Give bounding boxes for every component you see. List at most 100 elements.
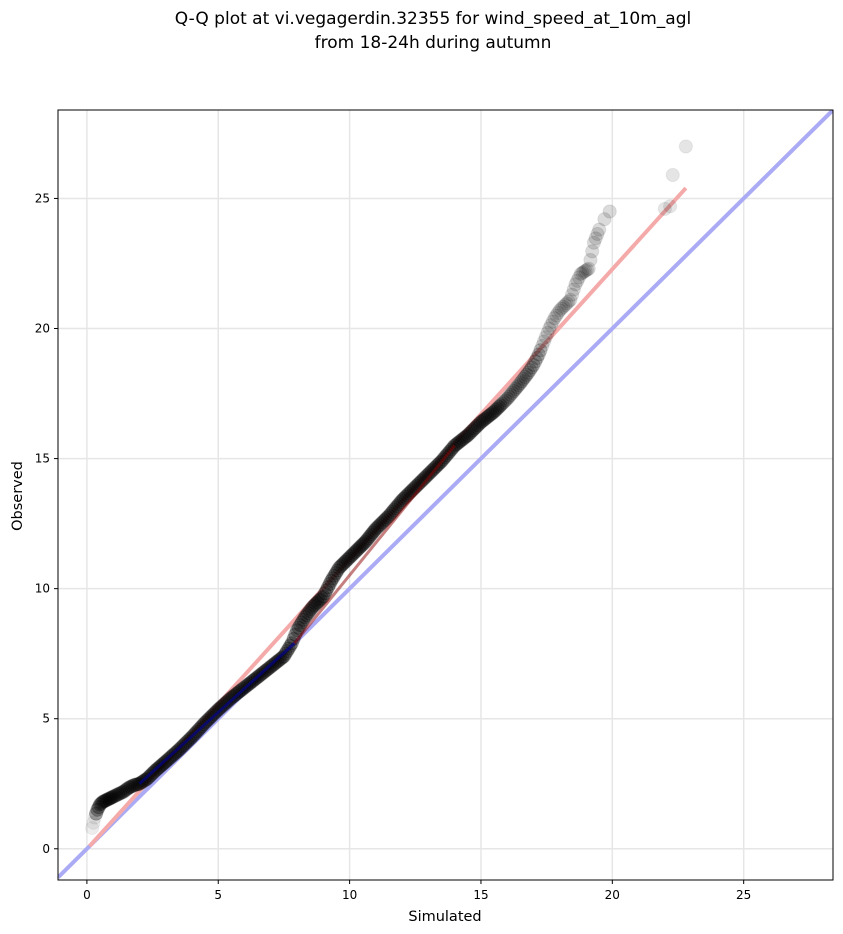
quantile-point — [528, 354, 543, 369]
quantile-point — [511, 377, 526, 393]
quantile-point — [538, 330, 553, 345]
quantile-point — [103, 790, 118, 806]
quantile-point — [570, 273, 585, 288]
quantile-point — [563, 292, 578, 307]
quantile-point — [368, 521, 383, 536]
quantile-point — [375, 515, 390, 530]
quantile-point — [378, 511, 393, 527]
quantile-point — [506, 383, 521, 399]
x-tick-label: 15 — [473, 888, 488, 902]
quantile-point — [422, 465, 438, 480]
quantile-point — [533, 343, 548, 358]
quantile-point — [362, 529, 377, 544]
quantile-point — [496, 394, 512, 410]
quantile-point — [319, 583, 334, 598]
quantile-point — [224, 690, 239, 706]
quantile-point — [373, 516, 388, 532]
quantile-point — [386, 502, 402, 518]
quantile-point — [376, 513, 392, 528]
quantile-point — [588, 231, 603, 246]
quantile-point — [462, 426, 477, 441]
quantile-point — [459, 429, 474, 444]
quantile-point — [106, 789, 121, 804]
quantile-point — [590, 226, 605, 242]
quantile-point — [107, 788, 123, 803]
quantile-point — [346, 546, 361, 561]
quantile-point — [125, 778, 140, 794]
quantile-point — [99, 792, 114, 808]
quantile-point — [118, 783, 133, 798]
quantile-point — [328, 565, 344, 581]
quantile-point — [121, 780, 137, 795]
x-tick-label: 10 — [342, 888, 357, 902]
quantile-point — [465, 423, 480, 438]
quantile-point — [320, 579, 336, 595]
quantile-point — [583, 252, 598, 268]
grid — [58, 110, 833, 880]
x-tick-label: 5 — [214, 888, 222, 902]
quantile-point — [355, 537, 370, 552]
quantile-point — [361, 531, 376, 546]
quantile-point — [310, 595, 325, 610]
quantile-point — [109, 787, 124, 803]
quantile-point — [564, 287, 580, 302]
quantile-point — [275, 650, 290, 665]
quantile-point — [514, 373, 530, 389]
quantile-point — [470, 418, 485, 433]
quantile-point — [216, 698, 231, 713]
quantile-points — [85, 139, 693, 836]
quantile-point — [214, 699, 229, 714]
quantile-point — [545, 314, 560, 329]
quantile-point — [273, 651, 288, 666]
quantile-point — [678, 139, 693, 154]
quantile-point — [353, 539, 368, 554]
quantile-point — [87, 810, 102, 825]
quantile-point — [561, 294, 576, 309]
quantile-point — [513, 376, 528, 391]
reference-lines — [58, 110, 833, 879]
x-axis-label: Simulated — [408, 909, 481, 925]
quantile-point — [454, 433, 469, 448]
quantile-point — [344, 548, 359, 563]
quantile-point — [324, 573, 339, 588]
quantile-point — [580, 262, 595, 277]
quantile-point — [464, 424, 479, 440]
quantile-point — [327, 568, 342, 583]
quantile-point — [322, 576, 337, 592]
quantile-point — [455, 431, 471, 447]
y-tick-label: 0 — [42, 842, 50, 856]
quantile-point — [485, 405, 500, 421]
quantile-point — [557, 298, 573, 313]
quantile-point — [347, 545, 362, 560]
quantile-point — [365, 525, 380, 540]
quantile-point — [305, 599, 320, 614]
quantile-point — [540, 325, 555, 340]
quantile-point — [531, 347, 546, 362]
quantile-point — [301, 606, 316, 621]
quantile-point — [304, 601, 319, 617]
quantile-point — [657, 201, 672, 216]
quantile-point — [505, 385, 520, 400]
y-axis-label: Observed — [10, 461, 26, 531]
quantile-point — [296, 612, 311, 627]
quantile-point — [92, 797, 108, 812]
quantile-point — [521, 365, 536, 380]
quantile-point — [313, 592, 328, 607]
quantile-point — [123, 779, 138, 794]
plot-area-frame — [57, 109, 834, 881]
quantile-point — [493, 398, 508, 413]
quantile-point — [343, 549, 358, 565]
quantile-point — [212, 701, 227, 716]
quantile-point — [473, 415, 489, 430]
quantile-point — [294, 615, 309, 630]
quantile-point — [100, 792, 116, 807]
quantile-point — [597, 212, 612, 227]
quantile-point — [293, 617, 308, 633]
quantile-point — [297, 610, 313, 625]
quantile-point — [94, 796, 109, 811]
quantile-point — [536, 334, 552, 349]
quantile-point — [516, 371, 531, 387]
quantile-point — [381, 508, 397, 523]
quantile-point — [419, 468, 434, 483]
